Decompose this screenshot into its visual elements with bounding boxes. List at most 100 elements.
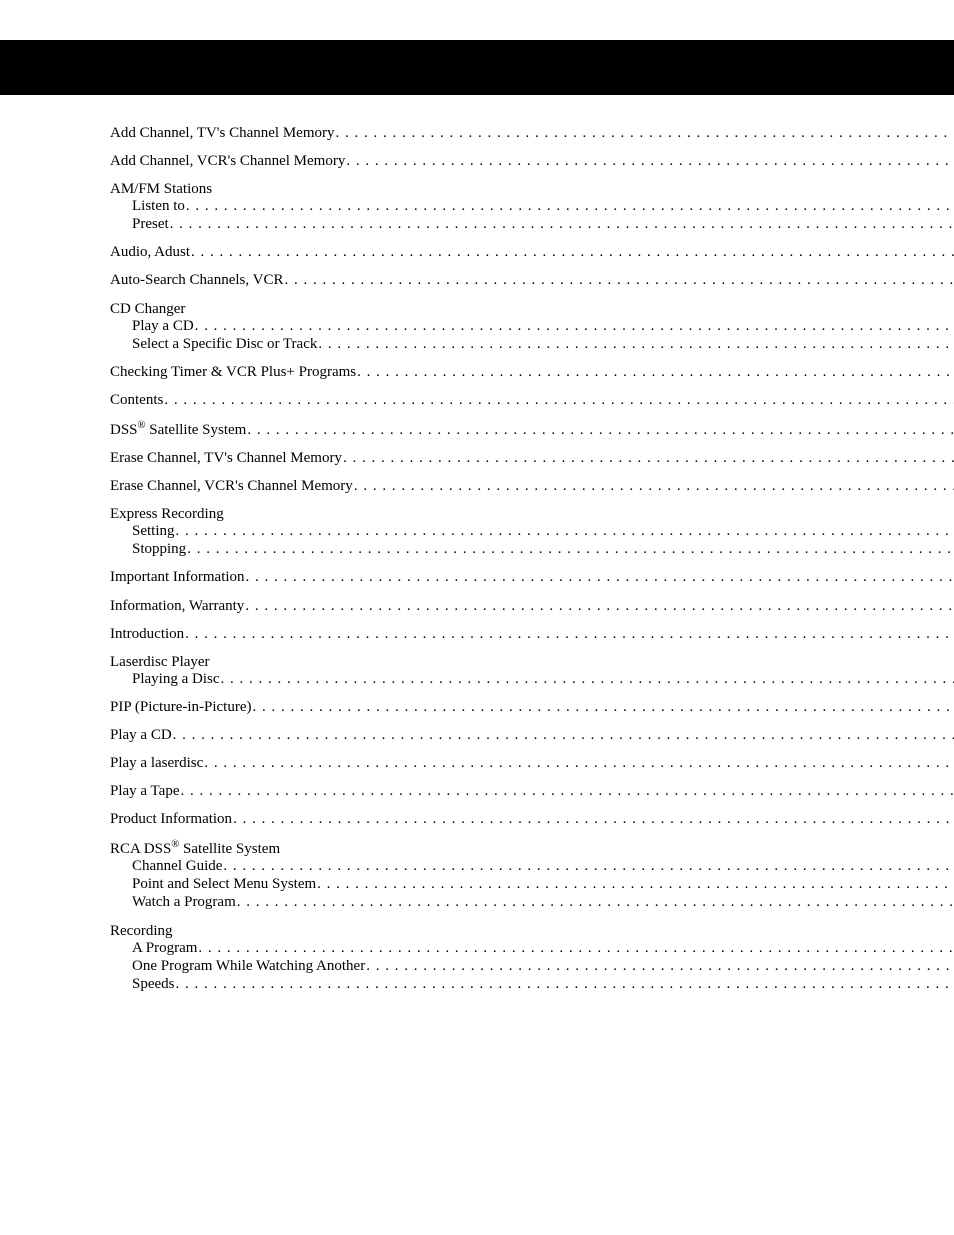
index-heading-label: AM/FM Stations bbox=[110, 181, 212, 198]
index-entry: Preset16 bbox=[110, 216, 954, 234]
dot-leader bbox=[163, 393, 954, 408]
index-entry-label: Auto-Search Channels, VCR bbox=[110, 272, 283, 289]
index-entry: One Program While Watching Another21 bbox=[110, 958, 954, 976]
index-entry-label: Product Information bbox=[110, 811, 232, 828]
index-entry: Add Channel, VCR's Channel Memory19 bbox=[110, 153, 954, 171]
dot-leader bbox=[222, 859, 954, 874]
dot-leader bbox=[317, 337, 954, 352]
index-entry-label: Add Channel, TV's Channel Memory bbox=[110, 125, 334, 142]
index-entry-label: Add Channel, VCR's Channel Memory bbox=[110, 153, 345, 170]
index-entry-label: DSS® Satellite System bbox=[110, 420, 246, 439]
dot-leader bbox=[283, 273, 954, 288]
index-entry-label: Select a Specific Disc or Track bbox=[132, 336, 317, 353]
index-entry-label: Information, Warranty bbox=[110, 598, 244, 615]
index-entry: Information, Warrantyi bbox=[110, 598, 954, 616]
index-heading-label: Laserdisc Player bbox=[110, 654, 210, 671]
index-heading: CD Changer bbox=[110, 301, 954, 318]
index-group: Introductioni bbox=[110, 626, 954, 644]
index-entry-label: Watch a Program bbox=[132, 894, 236, 911]
index-heading: Laserdisc Player bbox=[110, 654, 954, 671]
dot-leader bbox=[342, 451, 954, 466]
dot-leader bbox=[185, 199, 954, 214]
index-entry-label: A Program bbox=[132, 940, 197, 957]
dot-leader bbox=[172, 728, 954, 743]
left-column: Add Channel, TV's Channel Memory2Add Cha… bbox=[110, 125, 954, 1057]
index-heading-label: Express Recording bbox=[110, 506, 224, 523]
index-entry-label: Listen to bbox=[132, 198, 185, 215]
dot-leader bbox=[316, 877, 954, 892]
index-entry: Playing a Disc28 bbox=[110, 671, 954, 689]
dot-leader bbox=[194, 319, 954, 334]
index-entry-label: Play a CD bbox=[132, 318, 194, 335]
index-entry-label: One Program While Watching Another bbox=[132, 958, 365, 975]
index-group: AM/FM StationsListen to16Preset16 bbox=[110, 181, 954, 234]
index-entry: A Program21 bbox=[110, 940, 954, 958]
dot-leader bbox=[190, 245, 954, 260]
index-entry: Play a CD29 bbox=[110, 727, 954, 745]
dot-leader bbox=[356, 365, 954, 380]
index-heading: RCA DSS® Satellite System bbox=[110, 839, 954, 858]
dot-leader bbox=[175, 524, 954, 539]
index-group: Play a laserdisc28 bbox=[110, 755, 954, 773]
index-entry: Speeds21 bbox=[110, 976, 954, 994]
dot-leader bbox=[246, 423, 954, 438]
index-group: RCA DSS® Satellite SystemChannel Guide27… bbox=[110, 839, 954, 912]
index-group: PIP (Picture-in-Picture)5 bbox=[110, 699, 954, 717]
index-group: Audio, Adust16 bbox=[110, 244, 954, 262]
index-entry-label: Contents bbox=[110, 392, 163, 409]
index-group: Erase Channel, TV's Channel Memory2 bbox=[110, 450, 954, 468]
dot-leader bbox=[186, 542, 954, 557]
index-group: Erase Channel, VCR's Channel Memory19 bbox=[110, 478, 954, 496]
index-entry-label: Checking Timer & VCR Plus+ Programs bbox=[110, 364, 356, 381]
index-heading-label: Recording bbox=[110, 923, 172, 940]
index-entry: Erase Channel, VCR's Channel Memory19 bbox=[110, 478, 954, 496]
dot-leader bbox=[203, 756, 954, 771]
index-entry: Auto-Search Channels, VCR18 bbox=[110, 272, 954, 290]
dot-leader bbox=[220, 672, 954, 687]
index-heading: Recording bbox=[110, 923, 954, 940]
index-group: DSS® Satellite System26-27 bbox=[110, 420, 954, 440]
index-heading: Express Recording bbox=[110, 506, 954, 523]
index-entry: Erase Channel, TV's Channel Memory2 bbox=[110, 450, 954, 468]
index-group: Important Informationi bbox=[110, 569, 954, 587]
index-group: Checking Timer & VCR Plus+ Programs21 bbox=[110, 364, 954, 382]
index-entry: Checking Timer & VCR Plus+ Programs21 bbox=[110, 364, 954, 382]
index-entry-label: Point and Select Menu System bbox=[132, 876, 316, 893]
index-heading-label: CD Changer bbox=[110, 301, 185, 318]
index-entry-label: Playing a Disc bbox=[132, 671, 220, 688]
dot-leader bbox=[197, 941, 954, 956]
index-entry-label: Introduction bbox=[110, 626, 184, 643]
index-entry-label: Audio, Adust bbox=[110, 244, 190, 261]
index-entry: PIP (Picture-in-Picture)5 bbox=[110, 699, 954, 717]
index-entry-label: Important Information bbox=[110, 569, 245, 586]
index-entry: Setting22 bbox=[110, 523, 954, 541]
dot-leader bbox=[244, 599, 954, 614]
index-entry: Channel Guide27 bbox=[110, 858, 954, 876]
index-entry-label: Channel Guide bbox=[132, 858, 222, 875]
index-entry-label: Setting bbox=[132, 523, 175, 540]
index-entry-label: PIP (Picture-in-Picture) bbox=[110, 699, 252, 716]
header-bar bbox=[0, 40, 954, 95]
index-group: Contents1 bbox=[110, 392, 954, 410]
dot-leader bbox=[334, 126, 954, 141]
index-group: Play a Tape20 bbox=[110, 783, 954, 801]
index-entry: Product Informationi bbox=[110, 811, 954, 829]
index-group: RecordingA Program21One Program While Wa… bbox=[110, 923, 954, 994]
index-group: Laserdisc PlayerPlaying a Disc28 bbox=[110, 654, 954, 689]
index-entry: Watch a Program26 bbox=[110, 894, 954, 912]
dot-leader bbox=[180, 784, 954, 799]
dot-leader bbox=[184, 627, 954, 642]
index-group: Add Channel, TV's Channel Memory2 bbox=[110, 125, 954, 143]
dot-leader bbox=[169, 217, 954, 232]
index-entry-label: Preset bbox=[132, 216, 169, 233]
index-entry-label: Stopping bbox=[132, 541, 186, 558]
dot-leader bbox=[353, 479, 954, 494]
index-columns: Add Channel, TV's Channel Memory2Add Cha… bbox=[0, 125, 954, 1117]
index-heading-label: RCA DSS® Satellite System bbox=[110, 839, 280, 858]
index-entry: Play a Tape20 bbox=[110, 783, 954, 801]
index-entry-label: Play a laserdisc bbox=[110, 755, 203, 772]
dot-leader bbox=[345, 154, 954, 169]
index-entry: Listen to16 bbox=[110, 198, 954, 216]
index-group: Express RecordingSetting22Stopping22 bbox=[110, 506, 954, 559]
index-entry: Play a laserdisc28 bbox=[110, 755, 954, 773]
